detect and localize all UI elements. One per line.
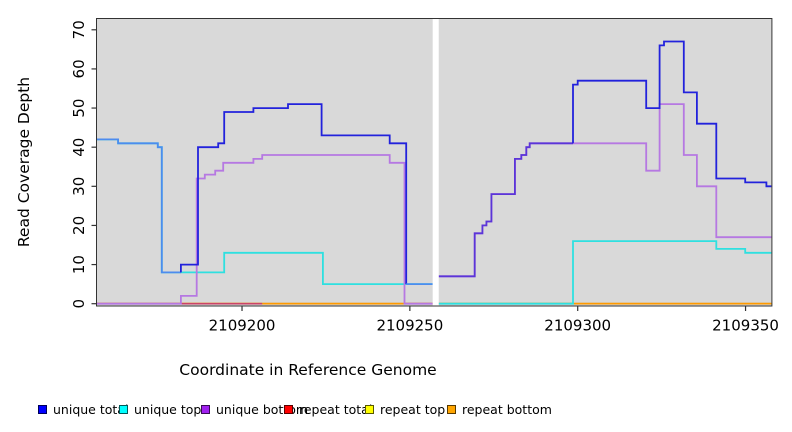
series-line-unique-total-seg4 <box>438 142 573 278</box>
series-lines <box>97 40 772 305</box>
legend-item-unique-total: unique total <box>38 402 128 417</box>
series-line-unique-top-run2 <box>438 240 772 305</box>
y-tick-label: 30 <box>70 177 88 196</box>
series-line-unique-total-seg5 <box>572 40 772 188</box>
y-tick-label: 70 <box>70 20 88 39</box>
legend-label: repeat bottom <box>462 402 552 417</box>
legend-label: unique total <box>53 402 129 417</box>
x-tick-label: 2109300 <box>544 317 611 335</box>
legend-item-repeat-top: repeat top <box>365 402 445 417</box>
missing-data-gap <box>432 18 439 306</box>
legend-swatch <box>447 405 456 414</box>
legend-swatch <box>365 405 374 414</box>
legend-item-repeat-bottom: repeat bottom <box>447 402 552 417</box>
legend-label: repeat top <box>380 402 446 417</box>
x-tick-label: 2109250 <box>376 317 443 335</box>
legend-label: repeat total <box>299 402 373 417</box>
plot-border <box>96 18 773 307</box>
x-tick-label: 2109350 <box>712 317 779 335</box>
legend-label: unique top <box>134 402 202 417</box>
legend-swatch <box>201 405 210 414</box>
legend-item-unique-top: unique top <box>119 402 201 417</box>
legend: unique total unique top unique bottom repea… <box>0 402 792 418</box>
y-tick-label: 40 <box>70 138 88 157</box>
y-tick-label: 20 <box>70 216 88 235</box>
legend-swatch <box>38 405 47 414</box>
series-line-unique-total-seg2 <box>179 103 408 285</box>
y-tick-label: 10 <box>70 255 88 274</box>
series-line-unique-bottom-run1 <box>97 154 433 305</box>
legend-item-repeat-total: repeat total <box>284 402 372 417</box>
x-tick-label: 2109200 <box>209 317 276 335</box>
y-tick-label: 60 <box>70 59 88 78</box>
y-tick-label: 0 <box>70 299 88 309</box>
x-axis-title: Coordinate in Reference Genome <box>179 361 437 379</box>
y-axis-title: Read Coverage Depth <box>15 76 33 248</box>
legend-swatch <box>284 405 293 414</box>
legend-swatch <box>119 405 128 414</box>
y-tick-label: 50 <box>70 99 88 118</box>
series-line-unique-total-seg1 <box>97 138 181 274</box>
